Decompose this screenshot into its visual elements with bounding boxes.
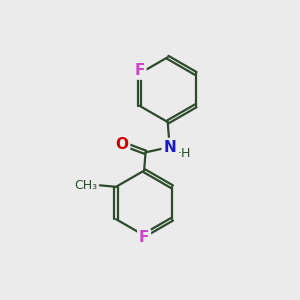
Text: F: F [134, 63, 145, 78]
Text: O: O [116, 136, 128, 152]
Text: F: F [139, 230, 149, 245]
Text: CH₃: CH₃ [74, 179, 98, 192]
Text: ·H: ·H [178, 147, 191, 160]
Text: N: N [164, 140, 176, 154]
